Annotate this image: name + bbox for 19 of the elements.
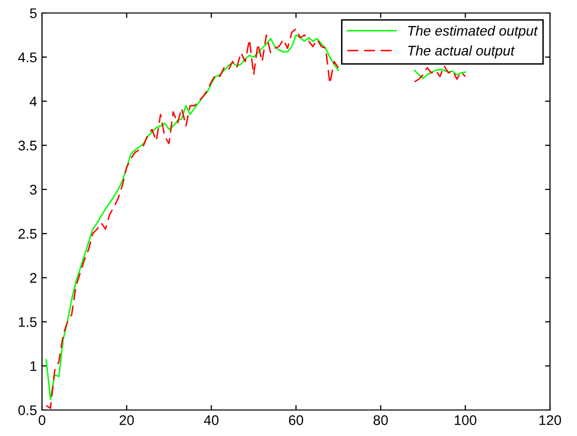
y-tick-label: 3 — [30, 184, 37, 195]
y-tick-label: 4 — [30, 96, 37, 106]
x-tick-label: 20 — [120, 415, 134, 426]
legend-label: The estimated output — [408, 26, 538, 38]
x-tick-label: 120 — [539, 415, 562, 426]
x-tick-label: 80 — [374, 415, 388, 426]
y-tick-label: 2 — [30, 273, 36, 283]
y-tick-label: 4.5 — [18, 52, 37, 62]
x-tick-label: 100 — [454, 415, 476, 426]
y-tick-label: 0.5 — [18, 405, 37, 416]
legend-label: The actual output — [408, 45, 515, 58]
x-tick-label: 60 — [288, 415, 304, 426]
x-tick-label: 0 — [38, 415, 46, 426]
y-tick-label: 3.5 — [18, 140, 37, 151]
y-tick-label: 1 — [30, 361, 36, 371]
y-tick-label: 2.5 — [18, 228, 37, 239]
y-tick-label: 5 — [30, 8, 37, 18]
x-tick-label: 40 — [204, 415, 219, 426]
y-tick-label: 1.5 — [18, 317, 37, 327]
